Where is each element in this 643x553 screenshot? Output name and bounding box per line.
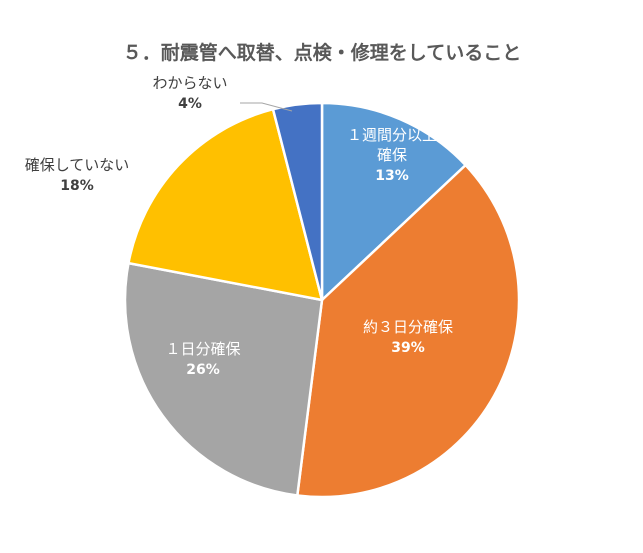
slice-label-name-3: １日分確保 — [165, 340, 240, 358]
slice-label-2: 約３日分確保 39% — [363, 318, 453, 356]
slice-label-percent-1: 13% — [375, 168, 409, 184]
slice-label-name-5: わからない — [152, 74, 227, 92]
leader-lines — [240, 102, 293, 112]
pie-slice-2 — [296, 163, 521, 499]
chart-title: ５．耐震管へ取替、点検・修理をしていること — [123, 41, 521, 64]
slice-label-4: 確保していない 18% — [25, 156, 130, 194]
pie-slice-5 — [271, 101, 324, 302]
slice-label-percent-2: 39% — [391, 340, 425, 356]
slice-label-name-2: 約３日分確保 — [363, 318, 453, 336]
pie-slice-4 — [127, 107, 324, 302]
slice-label-name-4: 確保していない — [25, 156, 130, 174]
pie-slice-1 — [320, 101, 467, 302]
slice-label-name-1: １週間分以上 — [347, 126, 437, 144]
pie-slice-3 — [123, 261, 324, 497]
slice-label-percent-3: 26% — [186, 362, 220, 378]
slice-label-percent-4: 18% — [60, 178, 94, 194]
slice-label-5: わからない 4% — [152, 74, 227, 112]
leader-line-5 — [240, 102, 293, 112]
slice-label-name-1: 確保 — [377, 146, 407, 164]
slice-label-3: １日分確保 26% — [165, 340, 240, 378]
pie-slices — [123, 101, 521, 499]
slice-label-percent-5: 4% — [178, 96, 202, 112]
